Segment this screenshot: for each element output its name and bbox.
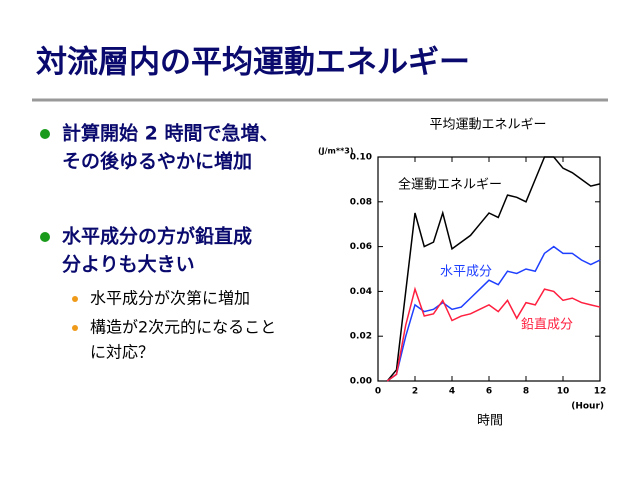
y-tick-label: 0.08 (350, 197, 372, 207)
x-unit: (Hour) (571, 402, 604, 412)
sub-bullet-text: に対応？ (90, 343, 154, 362)
y-tick-label: 0.06 (350, 242, 372, 252)
sub-bullet-dot (72, 325, 78, 331)
bullet-text: 分よりも大きい (62, 253, 195, 276)
sub-bullet-dot (72, 296, 78, 302)
bullet-text: その後ゆるやかに増加 (62, 150, 252, 173)
series-line (386, 245, 601, 382)
bullet-dot (40, 129, 50, 139)
x-tick-label: 8 (523, 387, 529, 397)
x-tick-label: 4 (449, 387, 455, 397)
series-line (386, 286, 601, 382)
series-label: 水平成分 (440, 265, 492, 280)
slide-title: 対流層内の平均運動エネルギー (36, 45, 470, 81)
sub-bullet-text: 水平成分が次第に増加 (90, 289, 250, 308)
x-tick-label: 6 (486, 387, 492, 397)
y-tick-label: 0.10 (350, 153, 372, 163)
y-tick-label: 0.00 (350, 377, 372, 387)
bullet-dot (40, 232, 50, 242)
x-tick-label: 12 (594, 387, 607, 397)
x-tick-label: 0 (375, 387, 381, 397)
series-line (386, 156, 601, 382)
y-tick-label: 0.02 (350, 332, 372, 342)
y-tick-label: 0.04 (350, 287, 372, 297)
x-tick-label: 2 (412, 387, 418, 397)
x-tick-label: 10 (557, 387, 570, 397)
chart-title: 平均運動エネルギー (429, 118, 546, 133)
series-label: 全運動エネルギー (398, 177, 502, 193)
series-label: 鉛直成分 (521, 318, 573, 333)
bullet-text: 計算開始 2 時間で急増、 (62, 122, 278, 145)
sub-bullet-text: 構造が2次元的になること (90, 318, 276, 337)
bullet-text: 水平成分の方が鉛直成 (62, 225, 252, 248)
x-axis-label: 時間 (477, 414, 503, 429)
y-unit: (J/m**3) (318, 147, 353, 156)
